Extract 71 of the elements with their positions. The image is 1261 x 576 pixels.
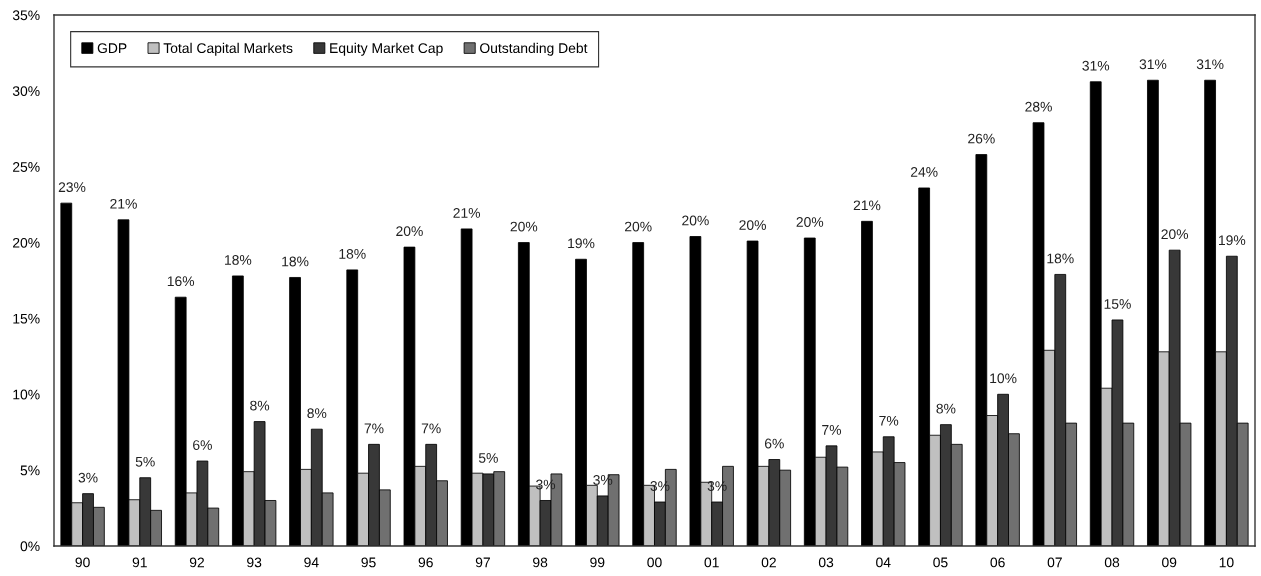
data-label: 15% (1104, 299, 1131, 309)
y-tick-label: 20% (13, 237, 40, 248)
data-label: 5% (478, 453, 498, 463)
data-label: 20% (739, 220, 766, 230)
data-label: 6% (193, 440, 212, 450)
data-label: 28% (1025, 101, 1052, 112)
data-label: 20% (796, 217, 824, 227)
x-tick-label: 93 (247, 557, 262, 568)
x-tick-label: 04 (876, 557, 891, 568)
data-label: 26% (968, 133, 995, 144)
x-tick-label: 91 (132, 557, 147, 568)
data-label: 20% (396, 226, 423, 237)
data-label: 31% (1139, 59, 1167, 70)
y-tick-label: 35% (12, 10, 40, 21)
x-tick-label: 10 (1219, 557, 1234, 568)
data-label: 20% (682, 215, 709, 226)
legend-label: Total Capital Markets (163, 42, 293, 56)
data-label: 18% (282, 256, 309, 267)
data-label: 8% (307, 408, 327, 419)
x-tick-label: 99 (590, 557, 605, 568)
data-label: 20% (510, 221, 538, 232)
data-label: 18% (1047, 253, 1074, 264)
data-label: 10% (990, 373, 1017, 384)
y-tick-label: 5% (20, 465, 40, 476)
x-tick-label: 08 (1104, 557, 1120, 568)
x-tick-label: 03 (818, 557, 834, 568)
data-label: 31% (1082, 60, 1110, 71)
x-tick-label: 98 (533, 557, 548, 568)
data-label: 21% (853, 200, 881, 211)
x-tick-label: 95 (361, 557, 376, 568)
y-tick-label: 0% (20, 541, 40, 552)
data-label: 20% (1161, 229, 1189, 240)
data-label: 24% (910, 167, 938, 177)
x-tick-label: 06 (990, 557, 1005, 568)
data-label: 23% (58, 182, 86, 193)
y-tick-label: 10% (13, 389, 40, 400)
y-tick-label: 15% (13, 313, 40, 324)
y-tick-label: 25% (13, 162, 40, 172)
legend-label: Outstanding Debt (480, 42, 588, 56)
data-label: 18% (225, 255, 252, 265)
x-tick-label: 02 (761, 557, 776, 568)
x-tick-label: 96 (418, 557, 433, 568)
data-label: 16% (167, 276, 195, 287)
data-label: 21% (110, 198, 137, 209)
data-label: 7% (421, 423, 441, 434)
data-label: 3% (78, 472, 98, 483)
data-label: 31% (1196, 59, 1224, 70)
legend-label: Equity Market Cap (330, 42, 443, 56)
x-tick-label: 90 (75, 557, 90, 568)
data-label: 8% (936, 403, 956, 414)
legend-label: GDP (97, 43, 127, 54)
data-label: 5% (135, 456, 155, 467)
data-label: 20% (625, 221, 652, 232)
x-tick-label: 01 (704, 557, 719, 568)
data-label: 21% (453, 208, 481, 218)
x-tick-label: 92 (189, 557, 204, 568)
data-label: 6% (764, 438, 784, 449)
data-label: 8% (250, 400, 270, 411)
data-label: 19% (1219, 235, 1246, 246)
data-label: 7% (879, 415, 899, 426)
x-tick-label: 97 (475, 557, 490, 568)
y-tick-label: 30% (12, 86, 40, 97)
x-tick-label: 94 (304, 557, 319, 568)
data-label: 7% (364, 423, 384, 434)
x-tick-label: 00 (647, 557, 662, 568)
x-tick-label: 07 (1047, 557, 1062, 568)
data-label: 19% (568, 238, 595, 249)
x-tick-label: 05 (933, 557, 948, 568)
x-tick-label: 09 (1162, 557, 1177, 568)
data-label: 18% (339, 248, 366, 259)
data-label: 7% (822, 425, 842, 435)
